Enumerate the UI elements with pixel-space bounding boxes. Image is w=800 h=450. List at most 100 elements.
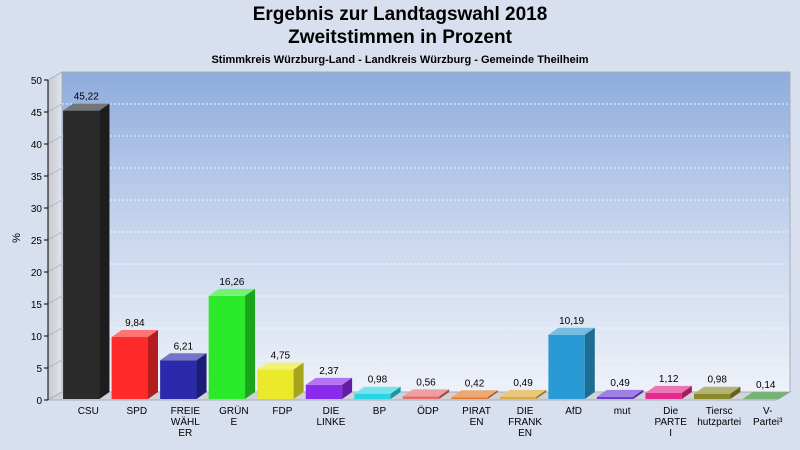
bar-side: [99, 103, 110, 399]
x-tick-label: FDP: [272, 406, 292, 417]
bar-top: [548, 327, 595, 335]
bar: [111, 330, 158, 399]
y-tick-label: 10: [31, 332, 43, 343]
bar: [402, 389, 450, 399]
bar-top: [63, 103, 110, 111]
bar-top: [742, 392, 789, 400]
data-label: 1,12: [659, 374, 679, 385]
bar-side: [439, 389, 450, 399]
x-tick-label: AfD: [565, 406, 582, 417]
bar-front: [596, 396, 634, 399]
y-tick-label: 25: [31, 236, 43, 247]
data-label: 6,21: [174, 341, 194, 352]
bar: [208, 288, 256, 399]
chart-title: Ergebnis zur Landtagswahl 2018: [252, 4, 548, 25]
x-tick-label: I: [669, 428, 672, 439]
gridline-side: [47, 327, 63, 337]
bar-front: [694, 393, 731, 399]
gridline-side: [47, 135, 63, 145]
bar: [596, 389, 644, 399]
gridlines: [47, 103, 790, 369]
data-label: 0,98: [368, 375, 388, 386]
bar-top: [451, 390, 498, 398]
y-axis-label: %: [11, 233, 23, 243]
bar-top: [160, 353, 207, 361]
y-tick-label: 15: [31, 300, 43, 311]
data-label: 10,19: [559, 316, 584, 327]
x-tick-label: PARTE: [654, 417, 687, 428]
bar-front: [63, 110, 100, 399]
gridline-side: [47, 231, 63, 241]
x-tick-label: E: [231, 417, 238, 428]
bar-front: [548, 334, 585, 399]
x-tick-label: PIRAT: [462, 406, 491, 417]
chart-title-line2: Zweitstimmen in Prozent: [288, 27, 512, 48]
value-labels: 45,22 9,84 6,21 16,26 4,75 2,37 0,98 0,56 0,42 0,…: [74, 92, 776, 392]
x-tick-label: DIE: [323, 406, 340, 417]
bar-top: [111, 330, 158, 338]
bar-side: [681, 385, 692, 399]
bar: [548, 327, 595, 399]
bar-front: [645, 392, 682, 399]
gridline-side: [47, 359, 63, 369]
x-tick-label: Die: [663, 406, 678, 417]
bar: [451, 390, 498, 399]
chart-subtitle: Stimmkreis Würzburg-Land - Landkreis Wür…: [211, 54, 589, 66]
bar: [160, 353, 207, 399]
bar-front: [451, 397, 488, 399]
bar-side: [487, 390, 498, 399]
x-tick-label: BP: [373, 406, 387, 417]
bar-front: [402, 396, 440, 399]
y-tick-label: 5: [36, 364, 42, 375]
data-label: 0,56: [416, 377, 436, 388]
y-tick-label: 20: [31, 268, 43, 279]
x-tick-label: SPD: [127, 406, 148, 417]
y-tick-label: 35: [31, 172, 43, 183]
y-tick-label: 50: [31, 76, 43, 87]
x-tick-label: FREIE: [171, 406, 201, 417]
bar-side: [342, 377, 353, 399]
gridline-side: [47, 295, 63, 305]
x-tick-label: FRANK: [508, 417, 542, 428]
gridline-side: [47, 103, 63, 113]
x-tick-label: DIE: [517, 406, 534, 417]
bar: [694, 386, 741, 399]
gridline-side: [47, 263, 63, 273]
bar: [645, 385, 692, 399]
bar-side: [536, 389, 547, 399]
bar-top: [305, 377, 353, 385]
gridline-side: [47, 199, 63, 209]
data-label: 9,84: [125, 318, 145, 329]
bar-side: [730, 386, 741, 399]
bar: [257, 362, 304, 399]
bar-top: [596, 389, 644, 397]
x-tick-label: EN: [518, 428, 532, 439]
bar-top: [208, 288, 256, 296]
bar-front: [208, 295, 246, 399]
bar-side: [293, 362, 304, 399]
bar: [499, 389, 547, 399]
data-label: 2,37: [319, 366, 339, 377]
data-label: 4,75: [271, 351, 291, 362]
bars: [63, 103, 789, 400]
bar-side: [148, 330, 158, 399]
y-tick-label: 30: [31, 204, 43, 215]
x-tick-label: mut: [614, 406, 631, 417]
bar-side: [778, 392, 789, 400]
bar-side: [390, 386, 401, 399]
x-tick-label: CSU: [78, 406, 99, 417]
data-label: 0,42: [465, 378, 485, 389]
bar: [354, 386, 401, 399]
bar-top: [645, 385, 692, 393]
x-tick-label: V-: [763, 406, 772, 417]
data-label: 0,49: [513, 378, 533, 389]
x-tick-label: LINKE: [316, 417, 345, 428]
data-label: 0,49: [610, 378, 630, 389]
bar-front: [305, 384, 343, 399]
bar-top: [354, 386, 401, 394]
bar-side: [584, 327, 595, 399]
bar-top: [694, 386, 741, 394]
bar-top: [257, 362, 304, 370]
